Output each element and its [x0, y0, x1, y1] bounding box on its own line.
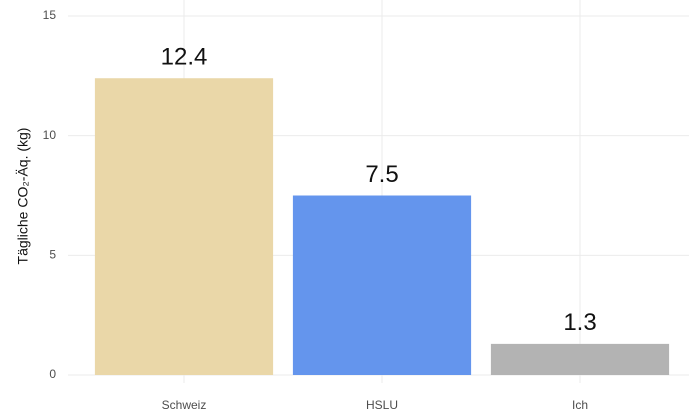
- value-label: 12.4: [161, 44, 208, 71]
- x-tick-label: Schweiz: [162, 398, 207, 412]
- bar: [292, 195, 472, 375]
- y-axis-label: Tägliche CO₂-Äq. (kg): [15, 128, 31, 265]
- x-tick-label: Ich: [572, 398, 588, 412]
- x-tick-label: HSLU: [366, 398, 398, 412]
- y-tick-label: 10: [43, 128, 57, 142]
- bar: [490, 343, 670, 375]
- value-label: 7.5: [365, 161, 398, 188]
- value-label: 1.3: [563, 309, 596, 336]
- y-tick-label: 5: [49, 248, 56, 262]
- y-tick-label: 0: [49, 367, 56, 381]
- bar: [94, 78, 274, 375]
- y-tick-label: 15: [43, 8, 57, 22]
